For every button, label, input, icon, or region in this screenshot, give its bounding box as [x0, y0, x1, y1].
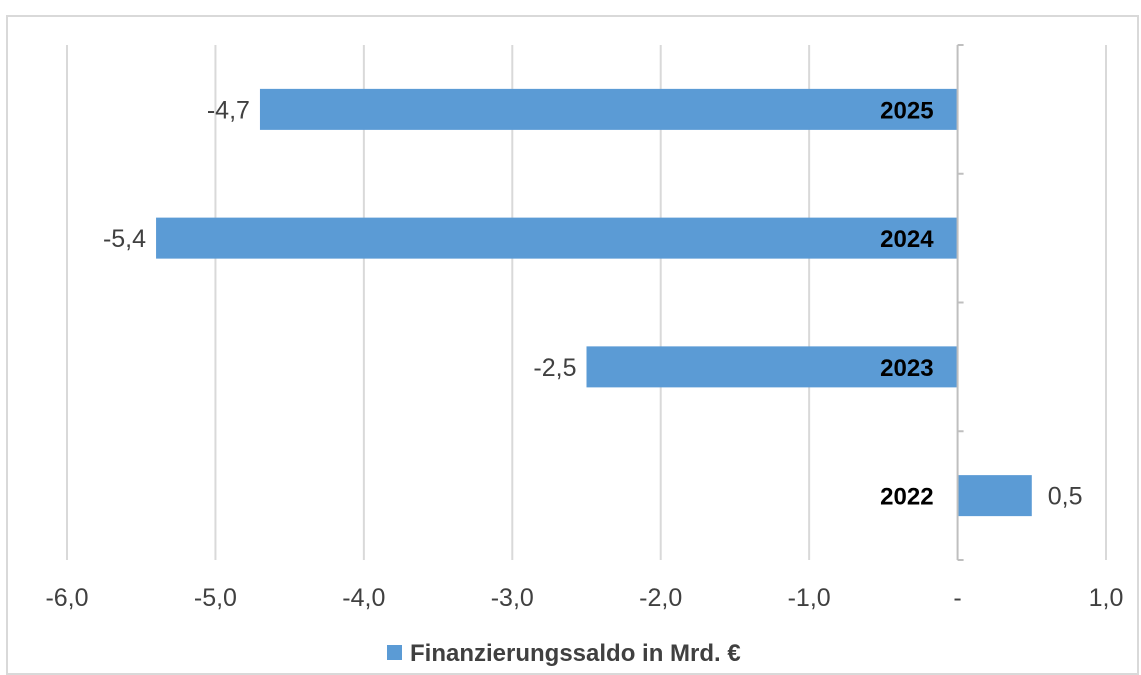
bar — [259, 88, 958, 130]
bar — [957, 475, 1032, 517]
legend: Finanzierungssaldo in Mrd. € — [387, 640, 741, 666]
labels: -6,0 -5,0 -4,0 -3,0 -2,0 -1,0-1,0-4,7 2025-5,4… — [45, 96, 1123, 612]
gridlines — [66, 45, 1107, 560]
category-label: 2022 — [880, 484, 933, 511]
bars — [156, 88, 1032, 517]
x-tick-label: -6,0 — [45, 584, 88, 612]
x-tick-label: -4,0 — [342, 584, 385, 612]
category-label: 2025 — [880, 97, 933, 124]
zero-axis — [956, 44, 964, 561]
data-label: 0,5 — [1048, 483, 1083, 511]
x-tick-label: -5,0 — [194, 584, 237, 612]
category-label: 2024 — [880, 226, 934, 253]
data-label: -4,7 — [207, 96, 250, 124]
x-tick-label: 1,0 — [1089, 584, 1124, 612]
x-tick-label: -2,0 — [639, 584, 682, 612]
bar — [586, 346, 958, 388]
legend-label: Finanzierungssaldo in Mrd. € — [410, 640, 741, 666]
x-tick-label: -1,0 — [788, 584, 831, 612]
x-tick-label: - — [953, 584, 961, 612]
x-tick-label: -3,0 — [491, 584, 534, 612]
category-label: 2023 — [880, 355, 933, 382]
data-label: -5,4 — [103, 225, 146, 253]
legend-swatch — [387, 645, 402, 660]
bar — [156, 217, 958, 259]
data-label: -2,5 — [533, 354, 576, 382]
